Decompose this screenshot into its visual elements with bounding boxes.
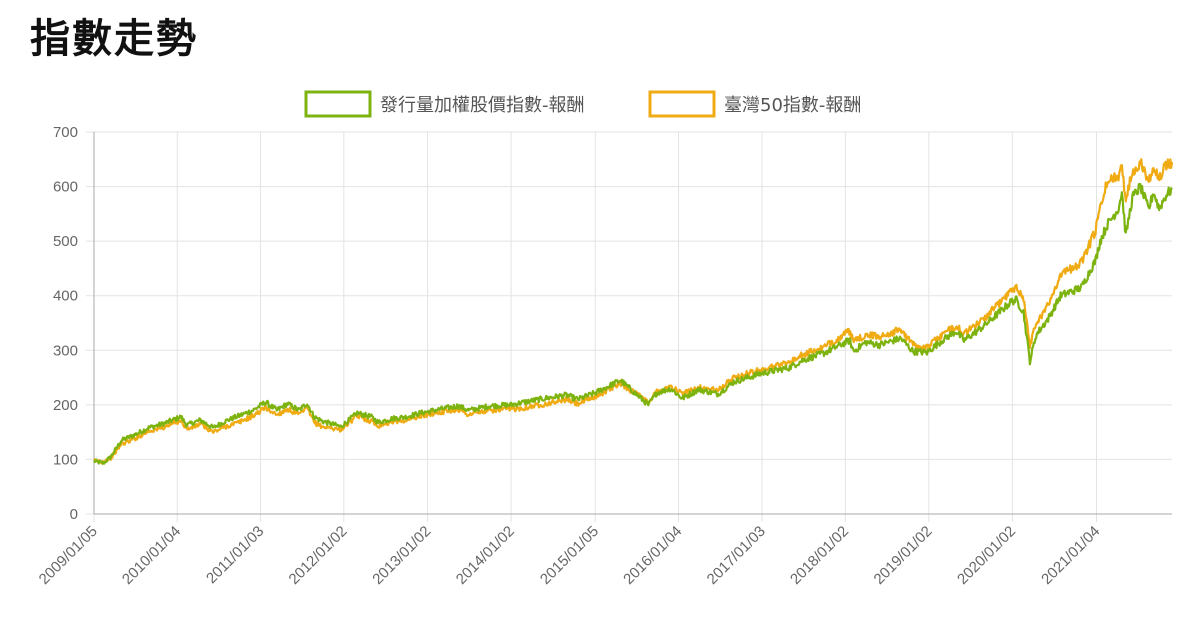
y-axis: 0 100 200 300 400 500 600 700 bbox=[53, 124, 78, 523]
x-tick-label: 2011/01/03 bbox=[203, 523, 267, 587]
page-title: 指數走勢 bbox=[30, 16, 198, 62]
series-group bbox=[93, 158, 1174, 465]
x-tick-label: 2021/01/04 bbox=[1038, 523, 1103, 588]
x-tick-label: 2020/01/02 bbox=[954, 523, 1019, 588]
y-tick-label: 100 bbox=[53, 451, 78, 468]
legend-label: 臺灣50指數-報酬 bbox=[724, 95, 861, 116]
x-tick-label: 2015/01/05 bbox=[537, 523, 602, 588]
grid bbox=[86, 131, 1172, 522]
x-axis: 2009/01/05 2010/01/04 2011/01/03 2012/01/02… bbox=[36, 523, 1104, 588]
x-tick-label: 2012/01/02 bbox=[286, 523, 351, 588]
legend-swatch bbox=[648, 90, 716, 118]
x-tick-label: 2010/01/04 bbox=[119, 523, 184, 588]
y-tick-label: 0 bbox=[70, 506, 78, 523]
x-tick-label: 2016/01/04 bbox=[620, 523, 685, 588]
series-line-0 bbox=[93, 182, 1173, 465]
legend: 發行量加權股價指數-報酬 臺灣50指數-報酬 bbox=[304, 90, 861, 118]
legend-label: 發行量加權股價指數-報酬 bbox=[380, 95, 585, 116]
legend-item-1[interactable]: 臺灣50指數-報酬 bbox=[648, 90, 861, 118]
y-tick-label: 400 bbox=[53, 288, 78, 305]
y-tick-label: 600 bbox=[53, 179, 78, 196]
legend-swatch bbox=[304, 90, 372, 118]
x-tick-label: 2017/01/03 bbox=[704, 523, 769, 588]
x-tick-label: 2013/01/02 bbox=[369, 523, 434, 588]
legend-item-0[interactable]: 發行量加權股價指數-報酬 bbox=[304, 90, 585, 118]
series-line-1 bbox=[93, 158, 1174, 465]
axes bbox=[93, 132, 1172, 515]
y-tick-label: 500 bbox=[53, 233, 78, 250]
x-tick-label: 2009/01/05 bbox=[36, 523, 101, 588]
x-tick-label: 2014/01/02 bbox=[453, 523, 518, 588]
y-tick-label: 300 bbox=[53, 342, 78, 359]
x-tick-label: 2019/01/02 bbox=[871, 523, 936, 588]
y-tick-label: 700 bbox=[53, 124, 78, 141]
x-tick-label: 2018/01/02 bbox=[787, 523, 852, 588]
y-tick-label: 200 bbox=[53, 397, 78, 414]
